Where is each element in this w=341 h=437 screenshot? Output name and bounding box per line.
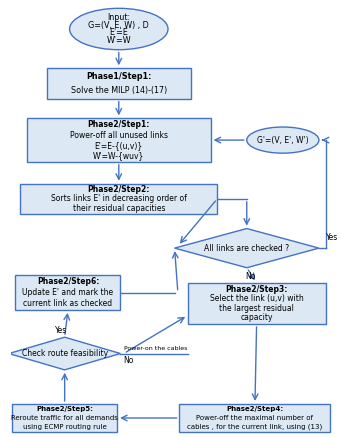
Text: No: No [245,272,255,281]
Text: Power-off the maximal number of: Power-off the maximal number of [196,415,313,421]
Text: cables , for the current link, using (13): cables , for the current link, using (13… [187,423,323,430]
Text: Power-on the cables: Power-on the cables [124,346,187,351]
Text: No: No [124,356,134,365]
Text: Reroute traffic for all demands: Reroute traffic for all demands [11,415,118,421]
Text: Select the link (u,v) with: Select the link (u,v) with [210,294,303,303]
Text: W'=W-{wuv}: W'=W-{wuv} [93,151,145,160]
Text: their residual capacities: their residual capacities [73,204,165,213]
FancyBboxPatch shape [15,275,120,310]
Text: Check route feasibility: Check route feasibility [21,349,108,358]
FancyBboxPatch shape [20,184,217,214]
Text: Phase2/Step2:: Phase2/Step2: [88,185,150,194]
FancyBboxPatch shape [12,404,117,432]
Ellipse shape [70,8,168,50]
Text: Input:: Input: [107,13,130,22]
FancyBboxPatch shape [179,404,330,432]
Polygon shape [9,337,120,370]
Text: Phase2/Step3:: Phase2/Step3: [225,284,288,294]
Text: capacity: capacity [240,313,273,323]
Text: E'=E-{(u,v)}: E'=E-{(u,v)} [95,141,143,149]
FancyBboxPatch shape [27,118,211,162]
Text: Yes: Yes [326,233,338,242]
Polygon shape [175,229,319,268]
Text: G'=(V, E', W'): G'=(V, E', W') [257,135,309,145]
Text: Phase2/Step1:: Phase2/Step1: [88,121,150,129]
Text: Phase2/Step6:: Phase2/Step6: [37,277,99,287]
Text: All links are checked ?: All links are checked ? [204,243,289,253]
Ellipse shape [247,127,319,153]
FancyBboxPatch shape [47,68,191,99]
Text: Power-off all unused links: Power-off all unused links [70,131,168,139]
Text: the largest residual: the largest residual [219,304,294,313]
Text: Phase1/Step1:: Phase1/Step1: [86,73,151,81]
Text: Sorts links E' in decreasing order of: Sorts links E' in decreasing order of [51,194,187,203]
Text: Phase2/Step4:: Phase2/Step4: [226,406,283,413]
Text: Yes: Yes [55,326,68,335]
Text: current link as checked: current link as checked [24,298,113,308]
FancyBboxPatch shape [188,283,326,324]
Text: E'=E: E'=E [109,28,128,38]
Text: G=(V, E, W) , D: G=(V, E, W) , D [88,21,149,30]
Text: using ECMP routing rule: using ECMP routing rule [23,423,106,430]
Text: Update E' and mark the: Update E' and mark the [23,288,114,297]
Text: Phase2/Step5:: Phase2/Step5: [36,406,93,413]
Text: Solve the MILP (14)-(17): Solve the MILP (14)-(17) [71,86,167,94]
Text: W'=W: W'=W [106,36,131,45]
